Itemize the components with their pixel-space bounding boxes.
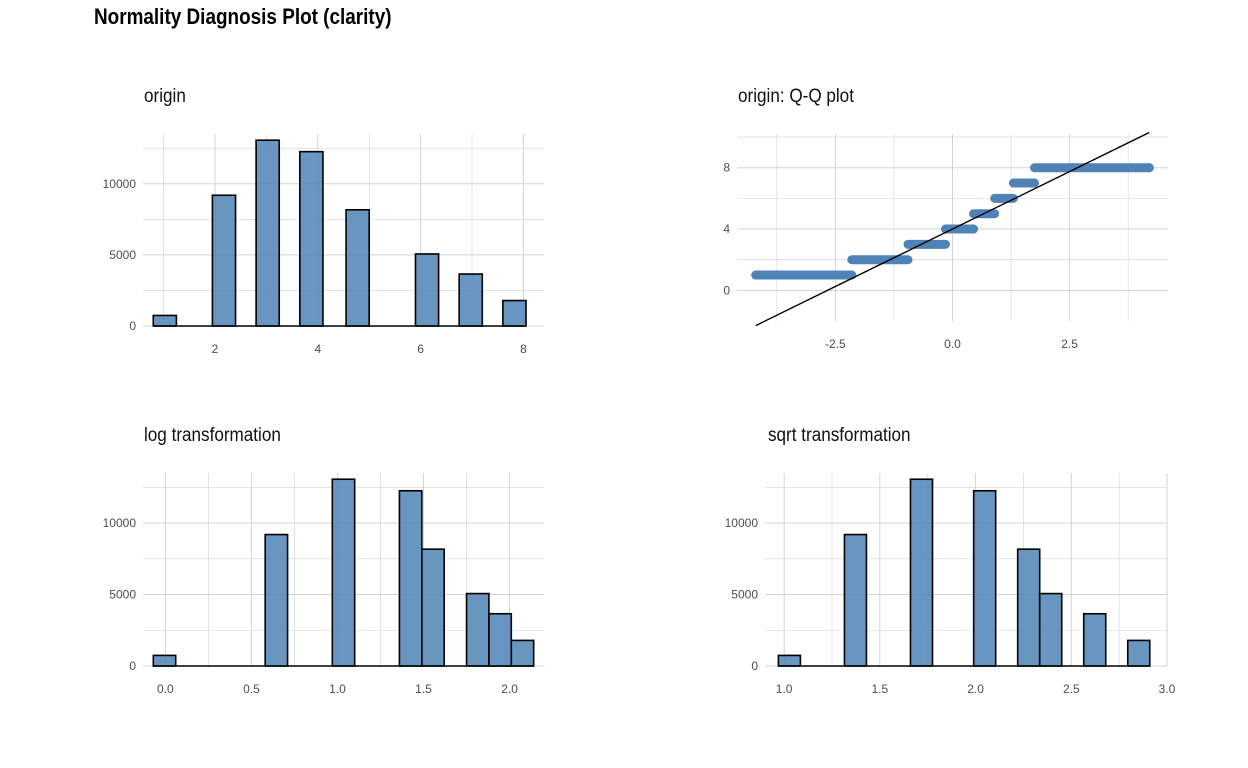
y-tick-label: 0 [723, 283, 730, 297]
panel-title-log: log transformation [144, 425, 281, 446]
x-tick-label: 8 [520, 342, 527, 356]
x-tick-label: 3.0 [1159, 682, 1176, 696]
histogram-bar [331, 478, 356, 667]
y-tick-label: 10000 [725, 516, 759, 530]
x-tick-label: 2.5 [1063, 682, 1080, 696]
y-tick-label: 5000 [731, 588, 758, 602]
histogram-bar [458, 273, 484, 327]
qq-point [751, 270, 761, 280]
histogram-bar [909, 478, 934, 667]
histogram-bar [1016, 548, 1041, 667]
panel-sqrt: 1.0 1.5 2.0 2.5 3.0 0 5000 10000 [725, 473, 1176, 696]
histogram-bar [264, 533, 289, 667]
histogram-bar [299, 150, 324, 327]
x-tick-label: 4 [314, 342, 321, 356]
histogram-bar [211, 194, 237, 327]
x-tick-label: 0.0 [944, 337, 961, 351]
x-tick-label: 1.5 [872, 682, 889, 696]
histogram-bar [502, 299, 527, 327]
histogram-bar [972, 489, 997, 667]
gridlines [143, 134, 544, 327]
histogram-bar [777, 654, 802, 667]
qq-point [1144, 163, 1154, 173]
histogram-bar [843, 533, 868, 667]
x-tick-label: 2.0 [967, 682, 984, 696]
y-tick-label: 0 [129, 659, 136, 673]
histogram-bar [1038, 592, 1063, 667]
x-tick-label: -2.5 [825, 337, 846, 351]
y-tick-label: 4 [723, 222, 730, 236]
gridlines [765, 473, 1168, 667]
y-tick-label: 0 [129, 319, 136, 333]
panel-title-origin: origin [144, 86, 186, 107]
y-tick-label: 10000 [103, 177, 137, 191]
panel-qq: -2.5 0.0 2.5 0 4 8 [723, 131, 1168, 351]
histogram-bar [1126, 639, 1151, 667]
panel-title-qq: origin: Q-Q plot [738, 86, 854, 107]
histogram-bar [421, 548, 445, 667]
x-tick-label: 1.0 [329, 682, 346, 696]
histogram-bar [398, 489, 423, 667]
plot-title: Normality Diagnosis Plot (clarity) [94, 4, 392, 29]
y-tick-label: 5000 [109, 588, 136, 602]
qq-reference-line [755, 131, 1150, 327]
y-tick-label: 10000 [103, 516, 137, 530]
y-tick-label: 8 [723, 161, 730, 175]
x-tick-label: 2 [212, 342, 219, 356]
x-tick-label: 6 [417, 342, 424, 356]
histogram-bar [488, 612, 513, 667]
y-tick-label: 0 [751, 659, 758, 673]
x-tick-label: 2.5 [1061, 337, 1078, 351]
histogram-bar [255, 139, 281, 327]
panel-origin: 2 4 6 8 0 5000 10000 [103, 134, 544, 356]
x-tick-label: 1.0 [776, 682, 793, 696]
x-tick-label: 1.5 [415, 682, 432, 696]
histogram-bar [152, 654, 177, 667]
histogram-bar [465, 592, 490, 667]
panel-log: 0.0 0.5 1.0 1.5 2.0 0 5000 10000 [103, 473, 544, 696]
x-tick-label: 2.0 [501, 682, 518, 696]
y-tick-label: 5000 [109, 248, 136, 262]
x-tick-label: 0.5 [243, 682, 260, 696]
histogram-bar [152, 314, 178, 327]
x-tick-label: 0.0 [157, 682, 174, 696]
histogram-bar [510, 639, 535, 667]
gridlines [737, 134, 1168, 321]
histogram-bar [345, 208, 371, 327]
histogram-bar [1082, 612, 1107, 667]
panel-title-sqrt: sqrt transformation [768, 425, 911, 446]
histogram-bar [414, 253, 440, 327]
